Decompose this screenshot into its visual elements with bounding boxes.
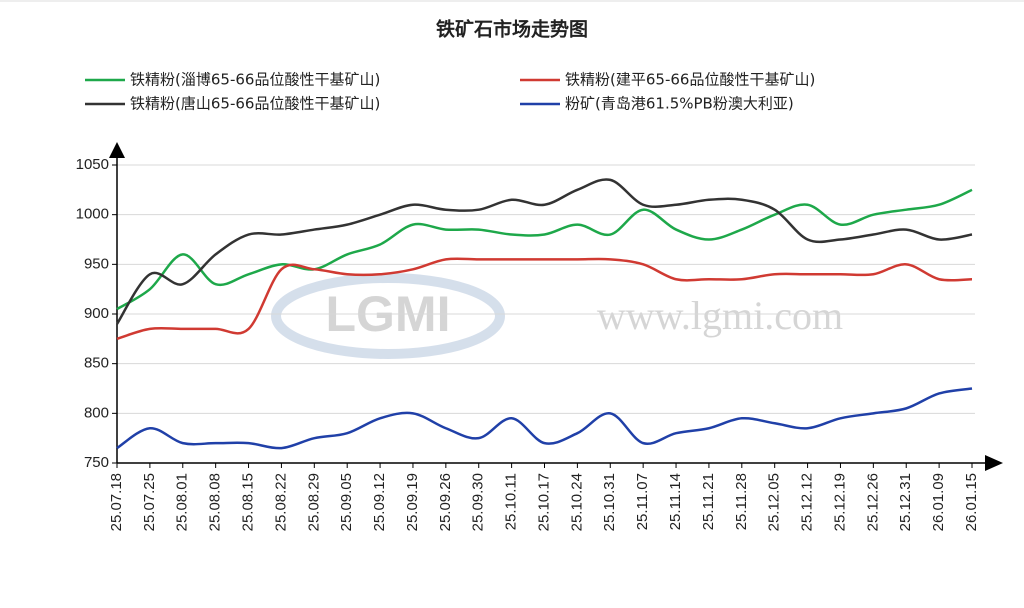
x-tick-label: 25.09.26 [437, 473, 454, 531]
series-line [116, 387, 973, 450]
x-tick-label: 25.12.26 [864, 473, 881, 531]
x-tick-label: 25.10.31 [601, 473, 618, 531]
watermark: LGMI www.lgmi.com [271, 273, 843, 359]
legend-label: 粉矿(青岛港61.5%PB粉澳大利亚) [565, 95, 794, 113]
y-tick-label: 750 [84, 454, 109, 471]
watermark-url: www.lgmi.com [597, 293, 843, 338]
y-tick-label: 1000 [76, 206, 109, 223]
legend-label: 铁精粉(唐山65-66品位酸性干基矿山) [130, 95, 380, 113]
series-line [115, 178, 973, 325]
watermark-ring [271, 273, 505, 359]
x-tick-label: 25.08.08 [207, 473, 224, 531]
x-tick-label: 26.01.09 [930, 473, 947, 531]
x-tick-label: 25.10.24 [568, 473, 585, 531]
x-tick-label: 25.07.18 [108, 473, 125, 531]
x-tick-label: 25.10.17 [535, 473, 552, 531]
x-tick-label: 25.09.12 [371, 473, 388, 531]
x-axis-arrow [985, 455, 1003, 471]
x-tick-label: 25.08.22 [272, 473, 289, 531]
x-tick-label: 25.08.01 [174, 473, 191, 531]
chart-title: 铁矿石市场走势图 [436, 18, 588, 41]
x-tick-label: 25.07.25 [141, 473, 158, 531]
y-tick-label: 850 [84, 355, 109, 372]
x-tick-label: 25.08.15 [240, 473, 257, 531]
x-tick-label: 25.12.31 [897, 473, 914, 531]
y-tick-label: 900 [84, 305, 109, 322]
legend-label: 铁精粉(淄博65-66品位酸性干基矿山) [130, 71, 380, 89]
legend-label: 铁精粉(建平65-66品位酸性干基矿山) [565, 71, 815, 89]
x-tick-label: 25.11.28 [733, 473, 750, 530]
x-tick-label: 25.09.30 [470, 473, 487, 531]
x-tick-label: 26.01.15 [963, 473, 980, 531]
series-line [116, 188, 973, 311]
x-tick-label: 25.12.05 [766, 473, 783, 531]
series-line [116, 257, 973, 341]
y-axis-arrow [109, 142, 125, 158]
x-tick-label: 25.08.29 [305, 473, 322, 531]
x-tick-label: 25.11.07 [634, 473, 651, 530]
y-tick-label: 800 [84, 404, 109, 421]
x-tick-label: 25.11.14 [667, 473, 684, 530]
y-tick-label: 950 [84, 255, 109, 272]
x-tick-label: 25.09.19 [404, 473, 421, 531]
x-tick-label: 25.09.05 [338, 473, 355, 531]
x-tick-label: 25.10.11 [503, 473, 520, 530]
x-tick-label: 25.12.12 [799, 473, 816, 531]
x-tick-label: 25.11.21 [700, 473, 717, 530]
y-tick-label: 1050 [76, 156, 109, 173]
x-tick-label: 25.12.19 [831, 473, 848, 531]
